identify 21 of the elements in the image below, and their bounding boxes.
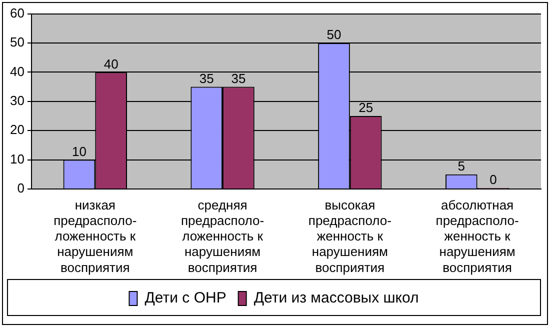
data-label: 40 — [104, 56, 118, 72]
data-label: 5 — [458, 158, 465, 174]
x-tick-label: средняя предрасполо- ложенность к нарушениям восприятия — [181, 197, 264, 275]
y-tick-label: 60 — [10, 5, 24, 20]
data-label: 35 — [199, 70, 214, 86]
legend-label: Дети с ОНР — [144, 290, 226, 307]
x-tick-label: абсолютная предрасполо- женность к нарушениям восприятия — [436, 197, 519, 275]
data-label: 10 — [72, 144, 86, 159]
y-tick-label: 30 — [10, 92, 24, 108]
data-label: 0 — [490, 172, 497, 188]
data-label: 50 — [326, 27, 342, 42]
y-tick-label: 50 — [10, 34, 24, 50]
y-tick-label: 10 — [10, 151, 24, 166]
data-label: 25 — [358, 100, 374, 116]
y-tick-label: 20 — [10, 122, 24, 138]
data-label: 35 — [231, 70, 246, 86]
y-tick-label: 40 — [10, 64, 24, 79]
legend-label: Дети из массовых школ — [254, 290, 419, 307]
x-tick-label: низкая предрасполо- ложенность к нарушениям восприятия — [54, 197, 137, 275]
y-tick-label: 0 — [17, 180, 24, 196]
x-tick-label: высокая предрасполо- женность к нарушениям восприятия — [308, 197, 392, 275]
